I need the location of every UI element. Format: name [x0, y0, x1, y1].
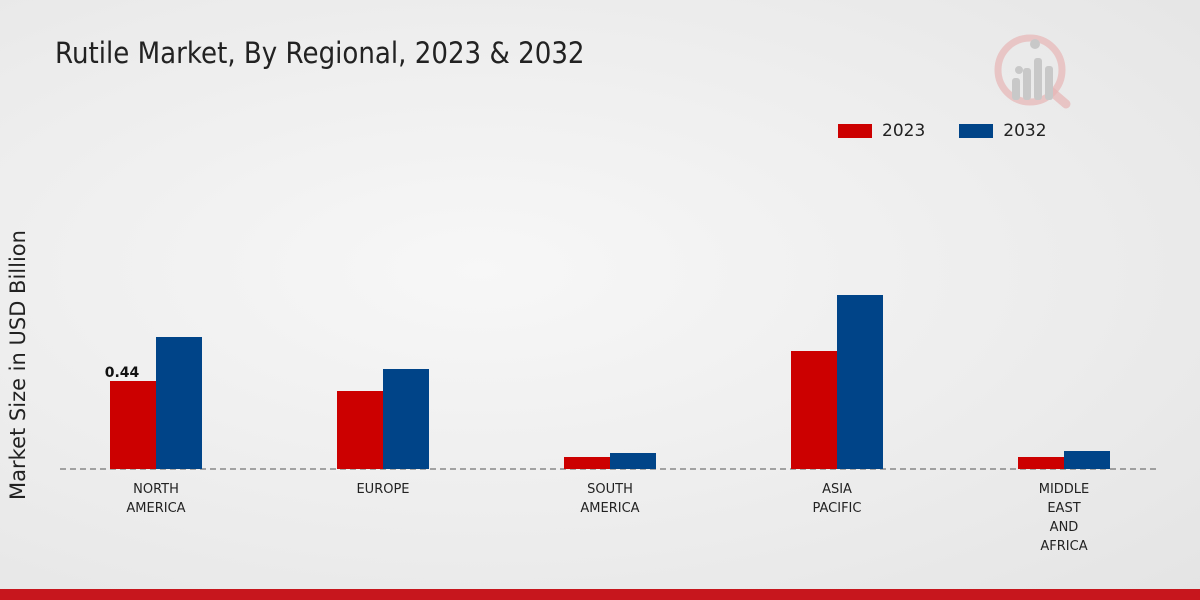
data-label: 0.44 [105, 365, 140, 381]
x-tick-label-line: EAST [1047, 501, 1080, 516]
legend-swatch-2023 [838, 124, 872, 138]
x-tick-label-line: NORTH [133, 482, 179, 497]
bar-south-america-2032 [610, 453, 656, 469]
x-tick-label-line: AMERICA [580, 501, 639, 516]
x-tick-label-south-america: SOUTH AMERICA [580, 482, 639, 516]
bar-south-america-2023 [564, 457, 610, 469]
bar-north-america-2023 [110, 381, 156, 469]
bar-europe-2023 [337, 391, 383, 469]
x-tick-label-europe: EUROPE [356, 482, 409, 497]
x-tick-label-line: PACIFIC [813, 501, 862, 516]
x-tick-label-line: MIDDLE [1039, 482, 1090, 497]
x-tick-label-line: EUROPE [356, 482, 409, 497]
bar-middle-east-and-africa-2032 [1064, 451, 1110, 469]
x-tick-label-north-america: NORTH AMERICA [126, 482, 185, 516]
x-tick-label-line: ASIA [822, 482, 852, 497]
legend-item-2032: 2032 [959, 121, 1047, 141]
x-tick-label-line: AFRICA [1040, 539, 1087, 554]
x-tick-label-asia-pacific: ASIA PACIFIC [813, 482, 862, 516]
legend-item-2023: 2023 [838, 121, 925, 141]
bar-asia-pacific-2023 [791, 351, 837, 469]
bar-asia-pacific-2032 [837, 295, 883, 469]
bar-middle-east-and-africa-2023 [1018, 457, 1064, 469]
legend-swatch-2032 [959, 124, 994, 138]
bar-north-america-2032 [156, 337, 202, 469]
x-tick-label-line: AND [1050, 520, 1079, 535]
legend: 2023 2032 [838, 121, 1047, 141]
x-tick-label-line: SOUTH [587, 482, 633, 497]
legend-label-2032: 2032 [1003, 121, 1047, 141]
footer-bar [0, 589, 1200, 600]
market-research-logo-icon [992, 30, 1072, 115]
bar-europe-2032 [383, 369, 429, 469]
x-tick-label-line: AMERICA [126, 501, 185, 516]
chart-title: Rutile Market, By Regional, 2023 & 2032 [55, 36, 585, 70]
legend-label-2023: 2023 [882, 121, 926, 141]
x-tick-label-middle-east-and-africa: MIDDLE EAST AND AFRICA [1039, 482, 1090, 554]
